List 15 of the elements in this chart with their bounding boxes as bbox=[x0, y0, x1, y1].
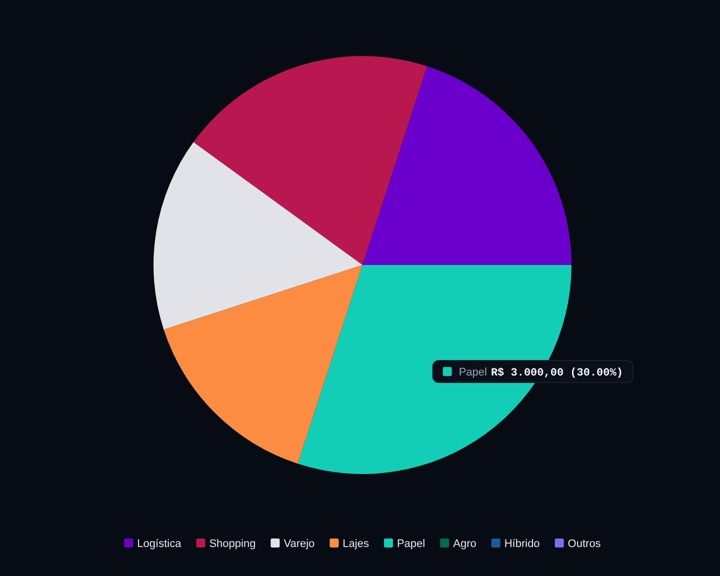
legend-label: Outros bbox=[568, 538, 602, 550]
category-label: Papel bbox=[396, 538, 426, 550]
legend-label: Híbrido bbox=[504, 538, 540, 550]
pie-slice bbox=[362, 66, 572, 265]
legend-label: Shopping bbox=[209, 538, 256, 550]
legend-label: Varejo bbox=[284, 538, 315, 550]
legend-label: Logística bbox=[137, 538, 182, 550]
pie-slice bbox=[164, 265, 362, 464]
pie-slice bbox=[193, 56, 428, 265]
legend-label: Lajes bbox=[342, 538, 370, 550]
pie-slice bbox=[298, 265, 572, 474]
legend-label: Papel bbox=[458, 366, 487, 378]
data-label: R$ 3.000,00 (30.00%) bbox=[490, 366, 623, 380]
legend-label: Agro bbox=[453, 538, 476, 550]
pie-slice bbox=[154, 142, 362, 330]
